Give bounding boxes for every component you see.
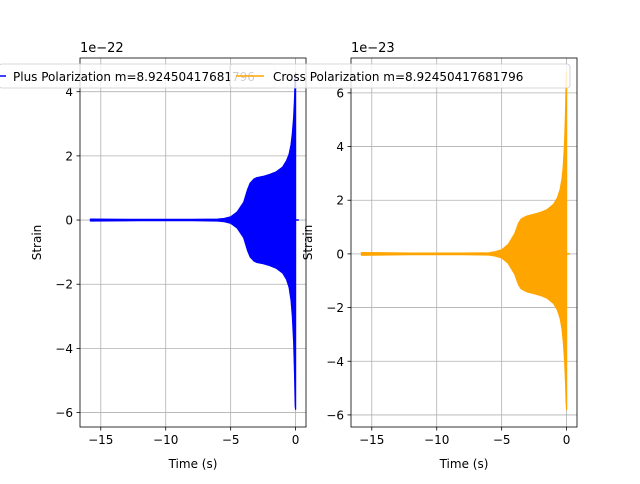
cross-y-ticks: −6 −4 −2 0 2 4 6 <box>326 86 351 422</box>
plus-offset-text: 1e−22 <box>80 41 124 56</box>
cross-y-tick-label: −4 <box>326 355 344 369</box>
plus-legend: Plus Polarization m=8.92450417681796 <box>0 63 276 89</box>
cross-x-tick-label: −5 <box>493 433 511 447</box>
cross-offset-text: 1e−23 <box>351 41 395 56</box>
cross-x-tick-label: −10 <box>424 433 449 447</box>
plus-y-ticks: −6 −4 −2 0 2 4 <box>55 85 80 420</box>
cross-waveform-envelope <box>360 70 568 411</box>
plus-x-ticks: −15 −10 −5 0 <box>88 427 299 447</box>
plus-y-tick-label: −6 <box>55 406 73 420</box>
cross-y-tick-label: 6 <box>336 86 344 100</box>
cross-legend-label: Cross Polarization m=8.92450417681796 <box>273 70 523 84</box>
plus-y-tick-label: −2 <box>55 278 73 292</box>
plus-x-axis-label: Time (s) <box>168 457 218 471</box>
cross-y-tick-label: 4 <box>336 140 344 154</box>
plus-y-axis-label: Strain <box>30 225 44 261</box>
plus-axes-frame <box>79 57 307 428</box>
plus-legend-label: Plus Polarization m=8.92450417681796 <box>13 70 255 84</box>
cross-waveform <box>360 70 570 411</box>
cross-legend: Cross Polarization m=8.92450417681796 <box>229 63 571 89</box>
cross-polarization-subplot: −15 −10 −5 0 −6 −4 −2 0 2 4 6 1e−23 Time (s) Stra… <box>301 41 578 471</box>
plus-y-tick-label: 0 <box>65 214 73 228</box>
cross-x-ticks: −15 −10 −5 0 <box>359 427 570 447</box>
plus-x-tick-label: −5 <box>222 433 240 447</box>
cross-axes-frame <box>350 57 578 428</box>
plus-waveform-envelope <box>89 71 297 410</box>
cross-x-tick-label: 0 <box>563 433 571 447</box>
plus-waveform <box>89 71 299 410</box>
plus-x-tick-label: −15 <box>88 433 113 447</box>
cross-y-tick-label: −6 <box>326 408 344 422</box>
plus-polarization-subplot: −15 −10 −5 0 −6 −4 −2 0 2 4 1e−22 Time (s) Strai… <box>30 41 307 471</box>
plus-y-tick-label: −4 <box>55 342 73 356</box>
plus-x-tick-label: 0 <box>292 433 300 447</box>
cross-y-axis-label: Strain <box>301 225 315 261</box>
cross-x-axis-label: Time (s) <box>439 457 489 471</box>
cross-y-tick-label: 0 <box>336 247 344 261</box>
cross-x-tick-label: −15 <box>359 433 384 447</box>
cross-y-tick-label: −2 <box>326 301 344 315</box>
plus-x-tick-label: −10 <box>153 433 178 447</box>
plus-y-tick-label: 2 <box>65 149 73 163</box>
cross-y-tick-label: 2 <box>336 194 344 208</box>
plus-y-tick-label: 4 <box>65 85 73 99</box>
cross-legend-box <box>229 63 571 89</box>
